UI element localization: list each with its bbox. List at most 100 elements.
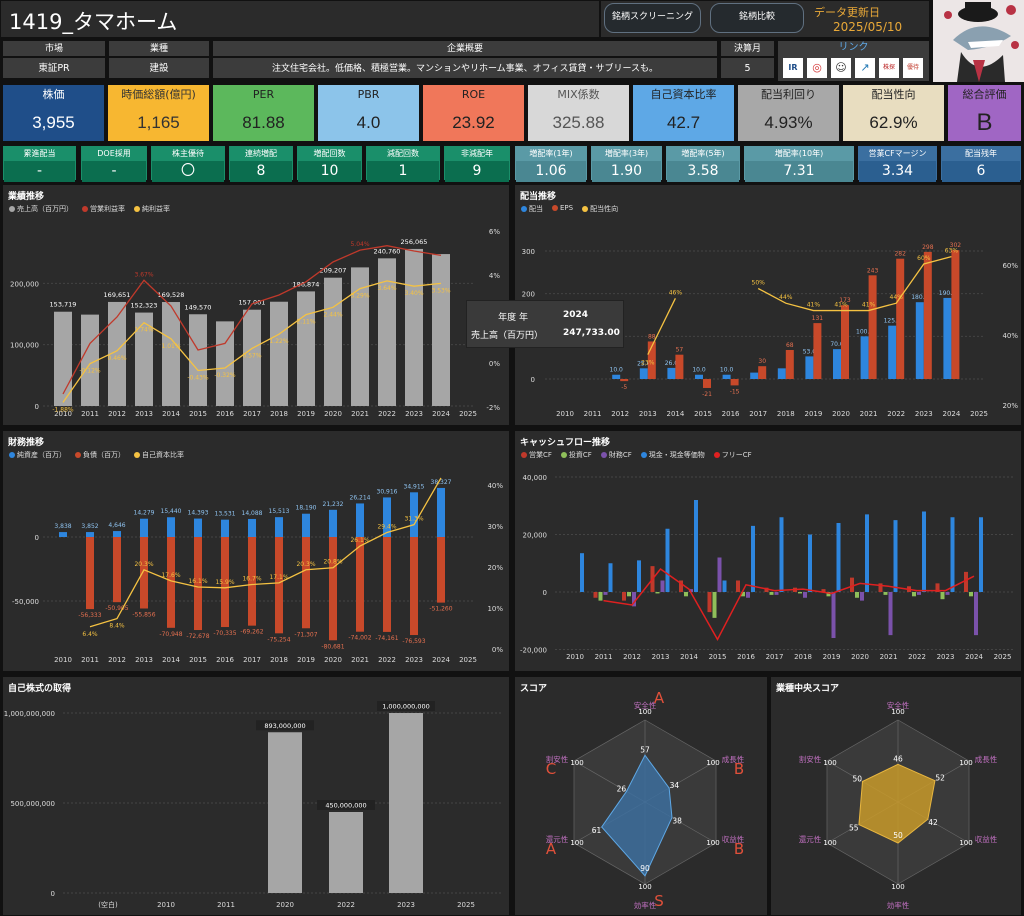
x-tick-label: 2015 (189, 410, 207, 418)
dividend-label: 25.0 (637, 360, 651, 367)
dividend-label: 180.0 (911, 294, 928, 301)
cash-cf-bar (865, 514, 869, 592)
equity-label: 4,646 (108, 522, 125, 529)
debt-bar (167, 537, 175, 628)
buyback-bar (268, 732, 302, 893)
x-tick-label: 2018 (777, 410, 795, 418)
x-tick-label: 2015 (694, 410, 712, 418)
compare-button[interactable]: 銘柄比較 (710, 3, 804, 33)
eps-bar (758, 366, 767, 379)
metric-label: 株価 (42, 88, 65, 101)
cashflow-chart[interactable]: 40,000 20,000 0 -20,000 2010 2011 2012 2013 2014… (515, 431, 1023, 673)
panel-title: 業績推移 (8, 192, 45, 202)
chart-link-icon[interactable]: ↗ (855, 58, 875, 78)
fiscal-value: 5 (720, 57, 775, 79)
y2-tick-label: -2% (486, 404, 500, 412)
x-tick-label: 2011 (584, 410, 602, 418)
debt-bar (410, 537, 418, 636)
y2-tick-label: 6% (489, 228, 500, 236)
net-margin-label: 1.22% (269, 338, 288, 345)
debt-bar (86, 537, 94, 610)
y-tick-label: 0 (35, 403, 39, 411)
equity-label: 14,393 (188, 510, 209, 517)
irbank-link-icon[interactable]: IR (783, 58, 803, 78)
panel-title: 自己株式の取得 (8, 684, 72, 694)
inv-cf-bar (969, 592, 973, 597)
eps-bar (841, 305, 849, 379)
sub-metric-card: 営業CFマージン 3.34 (857, 145, 938, 182)
sales-data-label: 186,874 (293, 280, 320, 288)
op-cf-bar (622, 592, 626, 601)
eps-bar (923, 251, 932, 379)
x-tick-label: 2013 (652, 653, 670, 661)
dividend-label: 26.0 (665, 360, 679, 367)
y-tick-label: -50,000 (12, 598, 39, 606)
yutai-link-icon[interactable]: 優待 (903, 58, 923, 78)
screening-button[interactable]: 銘柄スクリーニング (604, 3, 701, 33)
person-link-icon[interactable]: ☺ (831, 58, 851, 78)
debt-bar (356, 537, 364, 632)
x-tick-label: 2021 (351, 656, 369, 664)
y-tick-label: 200,000 (10, 280, 39, 288)
sub-metric-value: - (4, 161, 75, 182)
score-value: 52 (935, 774, 945, 783)
x-tick-label: 2019 (297, 410, 315, 418)
sub-metric-label: 増配回数 (313, 149, 346, 158)
performance-chart[interactable]: 0100,000200,0006%4%2%0%-2%2010153,719201… (3, 185, 511, 427)
net-margin-label: 1.74% (134, 327, 153, 334)
score-panel: スコア 57 34 38 90 61 26 安全性 100 成長性 100 収益性 100 効率性 100… (514, 676, 768, 916)
debt-label: -71,307 (294, 631, 317, 638)
sales-bar (297, 291, 315, 406)
dividend-bar (915, 302, 924, 379)
y-tick-label: 200 (522, 291, 535, 299)
net-margin-label: 1.01% (161, 343, 180, 350)
metric-card: 配当性向 62.9% (842, 84, 945, 142)
finance-chart[interactable]: 0 -50,000 40% 30% 20% 10% 0% 2010 3,838 2011 3,852… (3, 431, 511, 673)
buyback-bar (329, 812, 363, 893)
market-header: 市場 (2, 40, 106, 57)
sales-data-label: 256,065 (401, 238, 428, 246)
sub-metric-card: 配当残年 6 (940, 145, 1022, 182)
inv-cf-bar (798, 592, 802, 594)
metric-value: 3,955 (32, 113, 75, 132)
shikiho-link-icon[interactable]: ◎ (807, 58, 827, 78)
payout-label: 60% (917, 255, 931, 262)
inv-cf-bar (684, 592, 688, 597)
equity-label: 15,513 (269, 508, 290, 515)
equity-label: 3,852 (81, 523, 98, 530)
equity-ratio-label: 16.1% (188, 578, 207, 585)
sub-metric-value: - (82, 161, 146, 182)
avatar (933, 0, 1024, 82)
x-tick-label: 2011 (81, 656, 99, 664)
debt-bar (221, 537, 229, 628)
sales-bar (81, 314, 99, 406)
equity-bar (302, 513, 310, 537)
inv-cf-bar (883, 592, 888, 595)
buyback-label: 1,000,000,000 (382, 703, 430, 711)
x-tick-label: 2024 (942, 410, 960, 418)
payout-label: 44% (779, 294, 793, 301)
grade-label: C (546, 760, 556, 778)
equity-bar (356, 503, 364, 537)
equity-ratio-label: 20.3% (296, 561, 315, 568)
axis-max-label: 100 (638, 883, 651, 891)
equity-label: 15,440 (161, 508, 182, 515)
buyback-chart[interactable]: 1,000,000,000 500,000,000 0 (空白) 2010 2011 202… (3, 677, 511, 916)
fin-cf-bar (831, 592, 836, 638)
x-tick-label: 2025 (457, 901, 475, 909)
legend: 配当 EPS 配当性向 (521, 204, 618, 214)
x-tick-label: 2014 (680, 653, 698, 661)
sub-metric-label: 連続増配 (245, 149, 277, 158)
dividend-bar (805, 356, 814, 379)
eps-bar (868, 275, 877, 379)
x-tick-label: 2012 (108, 656, 126, 664)
x-tick-label: 2020 (832, 410, 850, 418)
debt-label: -51,260 (429, 606, 452, 613)
buyback-panel: 自己株式の取得 1,000,000,000 500,000,000 0 (空白) 201… (2, 676, 510, 916)
score-value: 50 (893, 831, 903, 840)
kabutan-link-icon[interactable]: 株探 (879, 58, 899, 78)
op-cf-bar (850, 577, 854, 592)
eps-label: -21 (702, 391, 712, 398)
